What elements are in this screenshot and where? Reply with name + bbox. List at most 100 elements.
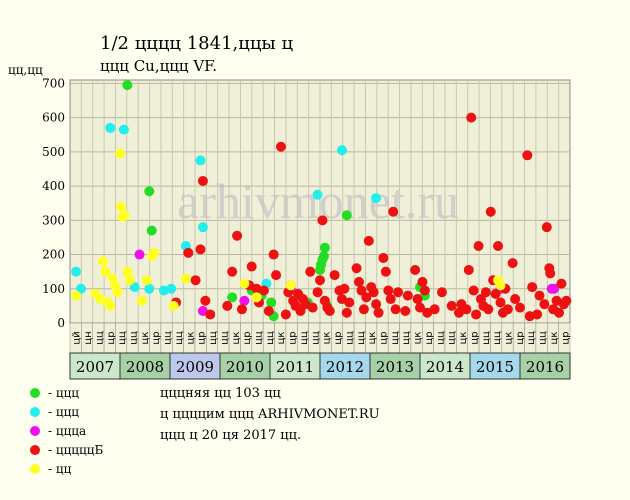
data-point (149, 247, 160, 258)
data-point (166, 283, 177, 294)
y-tick-label: 600 (42, 111, 65, 125)
x-tick-label: цк (140, 332, 151, 345)
data-point (541, 222, 552, 233)
data-point (317, 215, 328, 226)
data-point (197, 222, 208, 233)
legend-label: - цццццБ (48, 442, 104, 457)
year-label: 2015 (476, 358, 514, 376)
data-point (402, 290, 413, 301)
data-point (466, 112, 477, 123)
x-tick-label: цк (185, 332, 196, 345)
x-tick-label: цй (72, 331, 83, 344)
x-tick-label: цц (254, 331, 265, 345)
legend-label: - ццц (48, 385, 80, 400)
x-tick-label: цк (322, 332, 333, 345)
data-point (463, 264, 474, 275)
year-band (519, 352, 571, 380)
data-point (436, 287, 447, 298)
data-point (341, 307, 352, 318)
data-point (485, 206, 496, 217)
data-point (195, 155, 206, 166)
x-tick-label: цц (526, 331, 537, 345)
data-point (312, 189, 323, 200)
x-tick-label: цц (310, 331, 321, 345)
data-point (400, 306, 411, 317)
data-point (190, 275, 201, 286)
data-point (263, 306, 274, 317)
y-axis-label: цц,цц (8, 63, 43, 77)
data-point (341, 210, 352, 221)
data-point (468, 285, 479, 296)
y-tick-label: 700 (42, 76, 65, 90)
data-point (368, 287, 379, 298)
data-point (371, 193, 382, 204)
data-point (146, 225, 157, 236)
data-point (473, 240, 484, 251)
y-axis-ticks: 0 100 200 300 400 500 600 700 (42, 76, 65, 330)
x-tick-label: цц (356, 331, 367, 345)
data-point (141, 275, 152, 286)
note-date: ццц ц 20 ця 2017 цц. (160, 428, 302, 443)
year-label: 2013 (376, 358, 414, 376)
data-point (534, 290, 545, 301)
x-tick-label: цк (549, 332, 560, 345)
data-point (227, 266, 238, 277)
data-point (380, 266, 391, 277)
year-band (419, 352, 471, 380)
data-point (539, 299, 550, 310)
data-point (118, 124, 129, 135)
data-point (502, 304, 513, 315)
year-band (469, 352, 521, 380)
data-point (363, 235, 374, 246)
x-tick-label: цц (447, 331, 458, 345)
data-point (205, 309, 216, 320)
data-point (280, 309, 291, 320)
x-tick-label: цц (208, 331, 219, 345)
legend-item-auction: - ццца (30, 421, 103, 440)
legend-dot (30, 444, 40, 455)
data-point (246, 261, 257, 272)
x-tick-label: цр (242, 331, 253, 344)
legend: - ццц - ццц - ццца - цццццБ - цц (30, 383, 103, 478)
data-point (527, 282, 538, 293)
legend-dot (30, 425, 40, 436)
data-point (329, 270, 340, 281)
data-point (393, 287, 404, 298)
y-tick-label: 100 (42, 282, 65, 296)
year-label: 2011 (276, 358, 314, 376)
data-point (100, 266, 111, 277)
x-tick-label: цц (299, 331, 310, 345)
data-point (510, 294, 521, 305)
data-point (251, 292, 262, 303)
x-tick-label: цк (504, 332, 515, 345)
data-point (419, 285, 430, 296)
data-point (112, 287, 123, 298)
year-band (69, 352, 121, 380)
x-tick-label: цц (163, 331, 174, 345)
data-point (545, 268, 556, 279)
chart-title: 1/2 цццц 1841,ццы ц (100, 33, 294, 54)
data-point (124, 275, 135, 286)
x-tick-label: цр (333, 331, 344, 344)
data-point (361, 292, 372, 303)
x-tick-label: цц (401, 331, 412, 345)
legend-label: - ццца (48, 423, 87, 438)
x-tick-label: цр (151, 331, 162, 344)
x-tick-label: цр (515, 331, 526, 344)
data-point (119, 210, 130, 221)
data-point (429, 304, 440, 315)
data-point (339, 283, 350, 294)
data-point (227, 292, 238, 303)
data-point (410, 264, 421, 275)
x-tick-label: цр (288, 331, 299, 344)
data-point (268, 249, 279, 260)
data-point (383, 285, 394, 296)
year-label: 2014 (426, 358, 464, 376)
legend-item-buy: - ццц (30, 383, 103, 402)
x-tick-label: цц (481, 331, 492, 345)
data-point (275, 141, 286, 152)
data-point (522, 150, 533, 161)
data-point (144, 186, 155, 197)
data-point (319, 242, 330, 253)
note-source: ц ццццим ццц ARHIVMONET.RU (160, 407, 380, 422)
